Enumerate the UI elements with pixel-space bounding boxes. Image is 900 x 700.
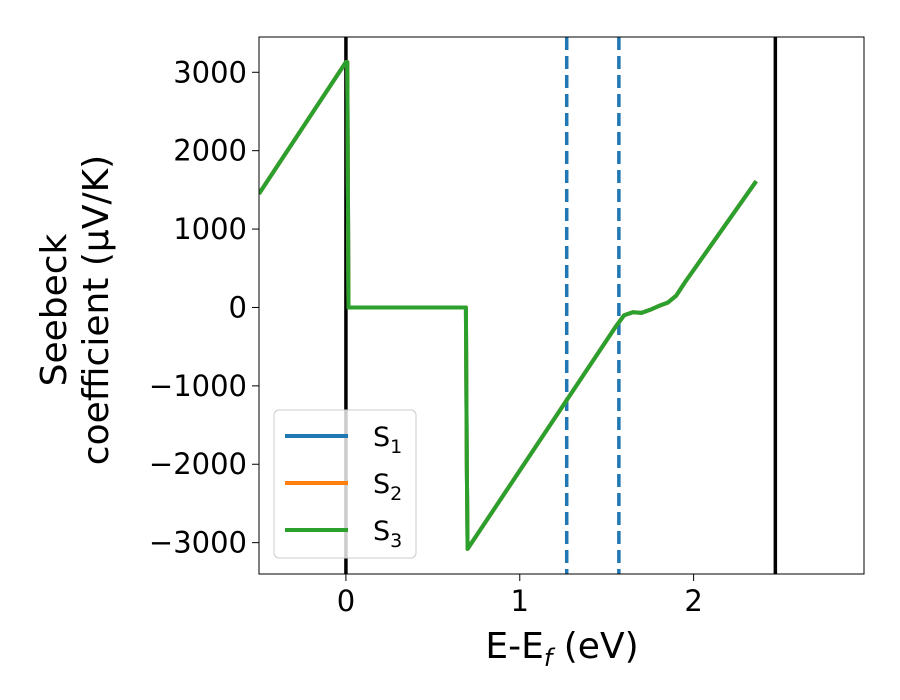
y-tick-label: 0 bbox=[229, 290, 247, 324]
y-axis-label-line1: Seebeck bbox=[34, 233, 75, 386]
x-tick-label: 0 bbox=[337, 584, 355, 618]
plot-frame bbox=[258, 36, 865, 575]
legend-label-1: S1 bbox=[373, 422, 402, 458]
y-tick-label: 2000 bbox=[173, 134, 247, 168]
legend: S1 S2 S3 bbox=[273, 409, 417, 559]
y-axis-label-line2: coefficient (μV/K) bbox=[76, 155, 117, 465]
legend-label-3: S3 bbox=[373, 516, 402, 552]
y-tick-label: 3000 bbox=[173, 55, 247, 89]
x-axis-label-main: E-E bbox=[485, 626, 543, 667]
legend-label-2: S2 bbox=[373, 469, 402, 505]
x-tick-label: 1 bbox=[511, 584, 529, 618]
y-axis-label: Seebeck coefficient (μV/K) bbox=[34, 155, 117, 465]
y-tick-label: −3000 bbox=[149, 526, 247, 560]
x-tick-label: 2 bbox=[684, 584, 702, 618]
x-axis-label: E-Ef (eV) bbox=[485, 626, 638, 672]
series-line-3 bbox=[259, 60, 758, 551]
x-axis-label-unit: (eV) bbox=[552, 626, 638, 667]
y-tick-label: −1000 bbox=[149, 369, 247, 403]
y-tick-label: −2000 bbox=[149, 447, 247, 481]
y-tick-label: 1000 bbox=[173, 212, 247, 246]
